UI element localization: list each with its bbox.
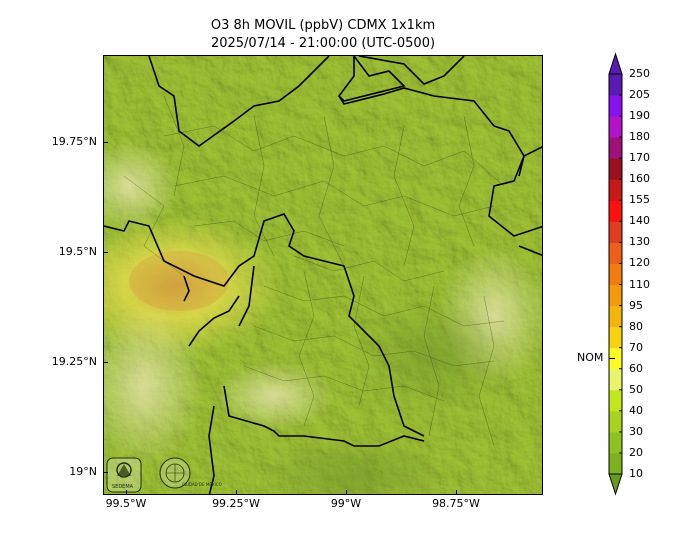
map-canvas <box>104 56 542 494</box>
colorbar-max-arrow <box>608 52 623 75</box>
colorbar-band <box>609 410 622 433</box>
lon-tickmark <box>456 490 457 495</box>
colorbar-band <box>609 431 622 454</box>
lon-tickmark <box>346 490 347 495</box>
ozone-low-zone-east <box>354 296 514 416</box>
colorbar-band <box>609 179 622 201</box>
colorbar-band <box>609 158 622 180</box>
ozone-pale-zone-north <box>104 141 179 231</box>
cdmx-logo <box>159 457 191 489</box>
lon-tick-label: 99°W <box>330 497 362 510</box>
colorbar-tick-label: 30 <box>629 424 643 438</box>
colorbar-band <box>609 305 622 328</box>
colorbar-tick-label: 170 <box>629 151 650 165</box>
lat-tickmark <box>103 362 108 363</box>
cdmx-logo-text: CIUDAD DE MÉXICO <box>182 482 222 487</box>
lat-tickmark <box>103 252 108 253</box>
colorbar-band <box>609 74 622 96</box>
colorbar-tick-label: 190 <box>629 109 650 123</box>
ozone-pale-zone-west <box>104 306 204 466</box>
colorbar-outline <box>608 73 623 475</box>
colorbar-band <box>609 95 622 117</box>
colorbar-band <box>609 347 622 370</box>
ozone-low-zone <box>254 436 454 494</box>
map-subtitle: 2025/07/14 - 21:00:00 (UTC-0500) <box>210 36 436 51</box>
colorbar-band <box>609 242 622 264</box>
nom-label: NOM <box>577 351 604 364</box>
colorbar-band <box>609 221 622 243</box>
lat-tick-label: 19.25°N <box>51 355 97 368</box>
map-panel: SEDEMA CIUDAD DE MÉXICO <box>103 55 543 495</box>
lat-tickmark <box>103 472 108 473</box>
lon-tickmark <box>236 490 237 495</box>
ozone-peak-zone <box>129 251 229 311</box>
municipality-boundaries <box>123 95 505 447</box>
lat-tick-label: 19.5°N <box>58 245 97 258</box>
colorbar-tick-label: 250 <box>629 67 650 80</box>
colorbar-tick-label: 10 <box>629 467 643 480</box>
colorbar-tick-label: 180 <box>629 130 650 144</box>
colorbar-band <box>609 263 622 286</box>
colorbar-band <box>609 200 622 222</box>
colorbar-band <box>609 368 622 391</box>
nom-tickmark <box>609 358 615 359</box>
colorbar-band <box>609 452 622 475</box>
colorbar-tick-label: 155 <box>629 193 650 207</box>
lon-tick-label: 99.5°W <box>105 497 147 510</box>
colorbar-tick-label: 80 <box>629 319 643 333</box>
lat-tick-label: 19°N <box>69 465 97 478</box>
lon-tick-label: 98.75°W <box>432 497 480 510</box>
colorbar-band <box>609 326 622 349</box>
map-title: O3 8h MOVIL (ppbV) CDMX 1x1km <box>210 18 436 33</box>
colorbar-tick-label: 205 <box>629 88 650 102</box>
colorbar-tick-label: 95 <box>629 298 643 312</box>
colorbar-tick-label: 70 <box>629 340 643 354</box>
sedema-logo-text: SEDEMA <box>112 484 134 490</box>
colorbar-tick-label: 110 <box>629 277 650 291</box>
colorbar-tick-label: 60 <box>629 361 643 375</box>
colorbar-tick-label: 20 <box>629 445 643 459</box>
colorbar-band <box>609 137 622 159</box>
lat-tickmark <box>103 142 108 143</box>
lon-tick-label: 99.25°W <box>212 497 260 510</box>
colorbar-band <box>609 116 622 138</box>
colorbar-tick-label: 160 <box>629 172 650 186</box>
state-boundaries <box>104 56 542 494</box>
colorbar-min-arrow <box>608 473 623 496</box>
colorbar-band <box>609 284 622 307</box>
colorbar-tick-label: 40 <box>629 403 643 417</box>
lat-tick-label: 19.75°N <box>51 135 97 148</box>
colorbar-tick-label: 120 <box>629 256 650 270</box>
colorbar-band <box>609 389 622 412</box>
sedema-logo <box>106 457 142 493</box>
colorbar-tick-label: 130 <box>629 235 650 249</box>
colorbar-tick-label: 140 <box>629 214 650 228</box>
colorbar-tick-label: 50 <box>629 382 643 396</box>
lon-tickmark <box>126 490 127 495</box>
